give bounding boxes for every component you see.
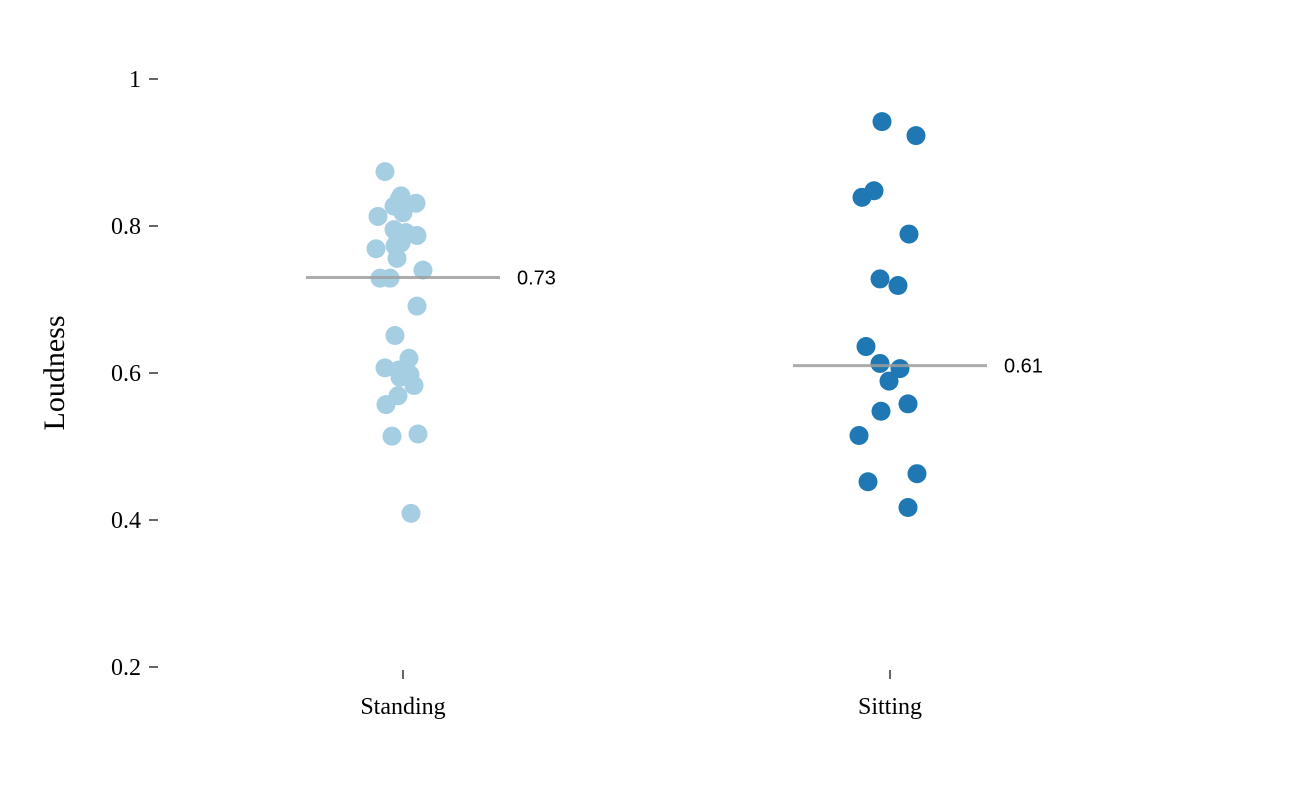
mean-label-sitting: 0.61 <box>1004 356 1043 378</box>
data-point-standing <box>404 375 424 395</box>
data-point-standing <box>406 193 426 213</box>
data-point-sitting <box>907 464 927 484</box>
data-point-sitting <box>872 112 892 132</box>
data-point-sitting <box>899 224 919 244</box>
x-tick-label-standing: Standing <box>360 694 445 720</box>
data-point-sitting <box>879 371 899 391</box>
x-tick-label-sitting: Sitting <box>858 694 922 720</box>
data-point-sitting <box>849 425 869 445</box>
plot-area: 0.73 0.61 <box>306 112 1043 523</box>
data-point-standing <box>407 296 427 316</box>
data-point-standing <box>375 358 395 378</box>
y-tick-label: 0.4 <box>111 508 141 534</box>
y-axis: 0.2 0.4 0.6 0.8 1 <box>111 67 158 681</box>
series-standing: 0.73 <box>306 162 556 523</box>
data-point-sitting <box>870 353 890 373</box>
data-point-sitting <box>906 126 926 146</box>
data-point-sitting <box>870 269 890 289</box>
y-tick-label: 1 <box>129 67 141 93</box>
data-point-standing <box>387 248 407 268</box>
data-point-standing <box>385 326 405 346</box>
y-tick-label: 0.6 <box>111 361 141 387</box>
data-point-sitting <box>898 394 918 414</box>
y-tick-label: 0.8 <box>111 214 141 240</box>
data-point-standing <box>401 503 421 523</box>
data-point-standing <box>382 426 402 446</box>
data-point-sitting <box>871 401 891 421</box>
data-point-sitting <box>898 498 918 518</box>
data-point-sitting <box>852 187 872 207</box>
data-point-standing <box>393 203 413 223</box>
data-point-sitting <box>890 359 910 379</box>
data-point-standing <box>390 367 410 387</box>
x-axis: Standing Sitting <box>360 670 922 720</box>
series-sitting: 0.61 <box>793 112 1043 518</box>
y-axis-title: Loudness <box>38 316 71 431</box>
data-point-sitting <box>858 472 878 492</box>
data-point-standing <box>368 206 388 226</box>
data-point-sitting <box>856 337 876 357</box>
data-point-standing <box>375 162 395 182</box>
data-point-standing <box>408 424 428 444</box>
data-point-standing <box>376 395 396 415</box>
data-point-standing <box>366 239 386 259</box>
data-point-sitting <box>888 276 908 296</box>
data-point-standing <box>413 260 433 280</box>
mean-label-standing: 0.73 <box>517 267 556 289</box>
data-point-standing <box>407 226 427 246</box>
y-tick-label: 0.2 <box>111 655 141 681</box>
